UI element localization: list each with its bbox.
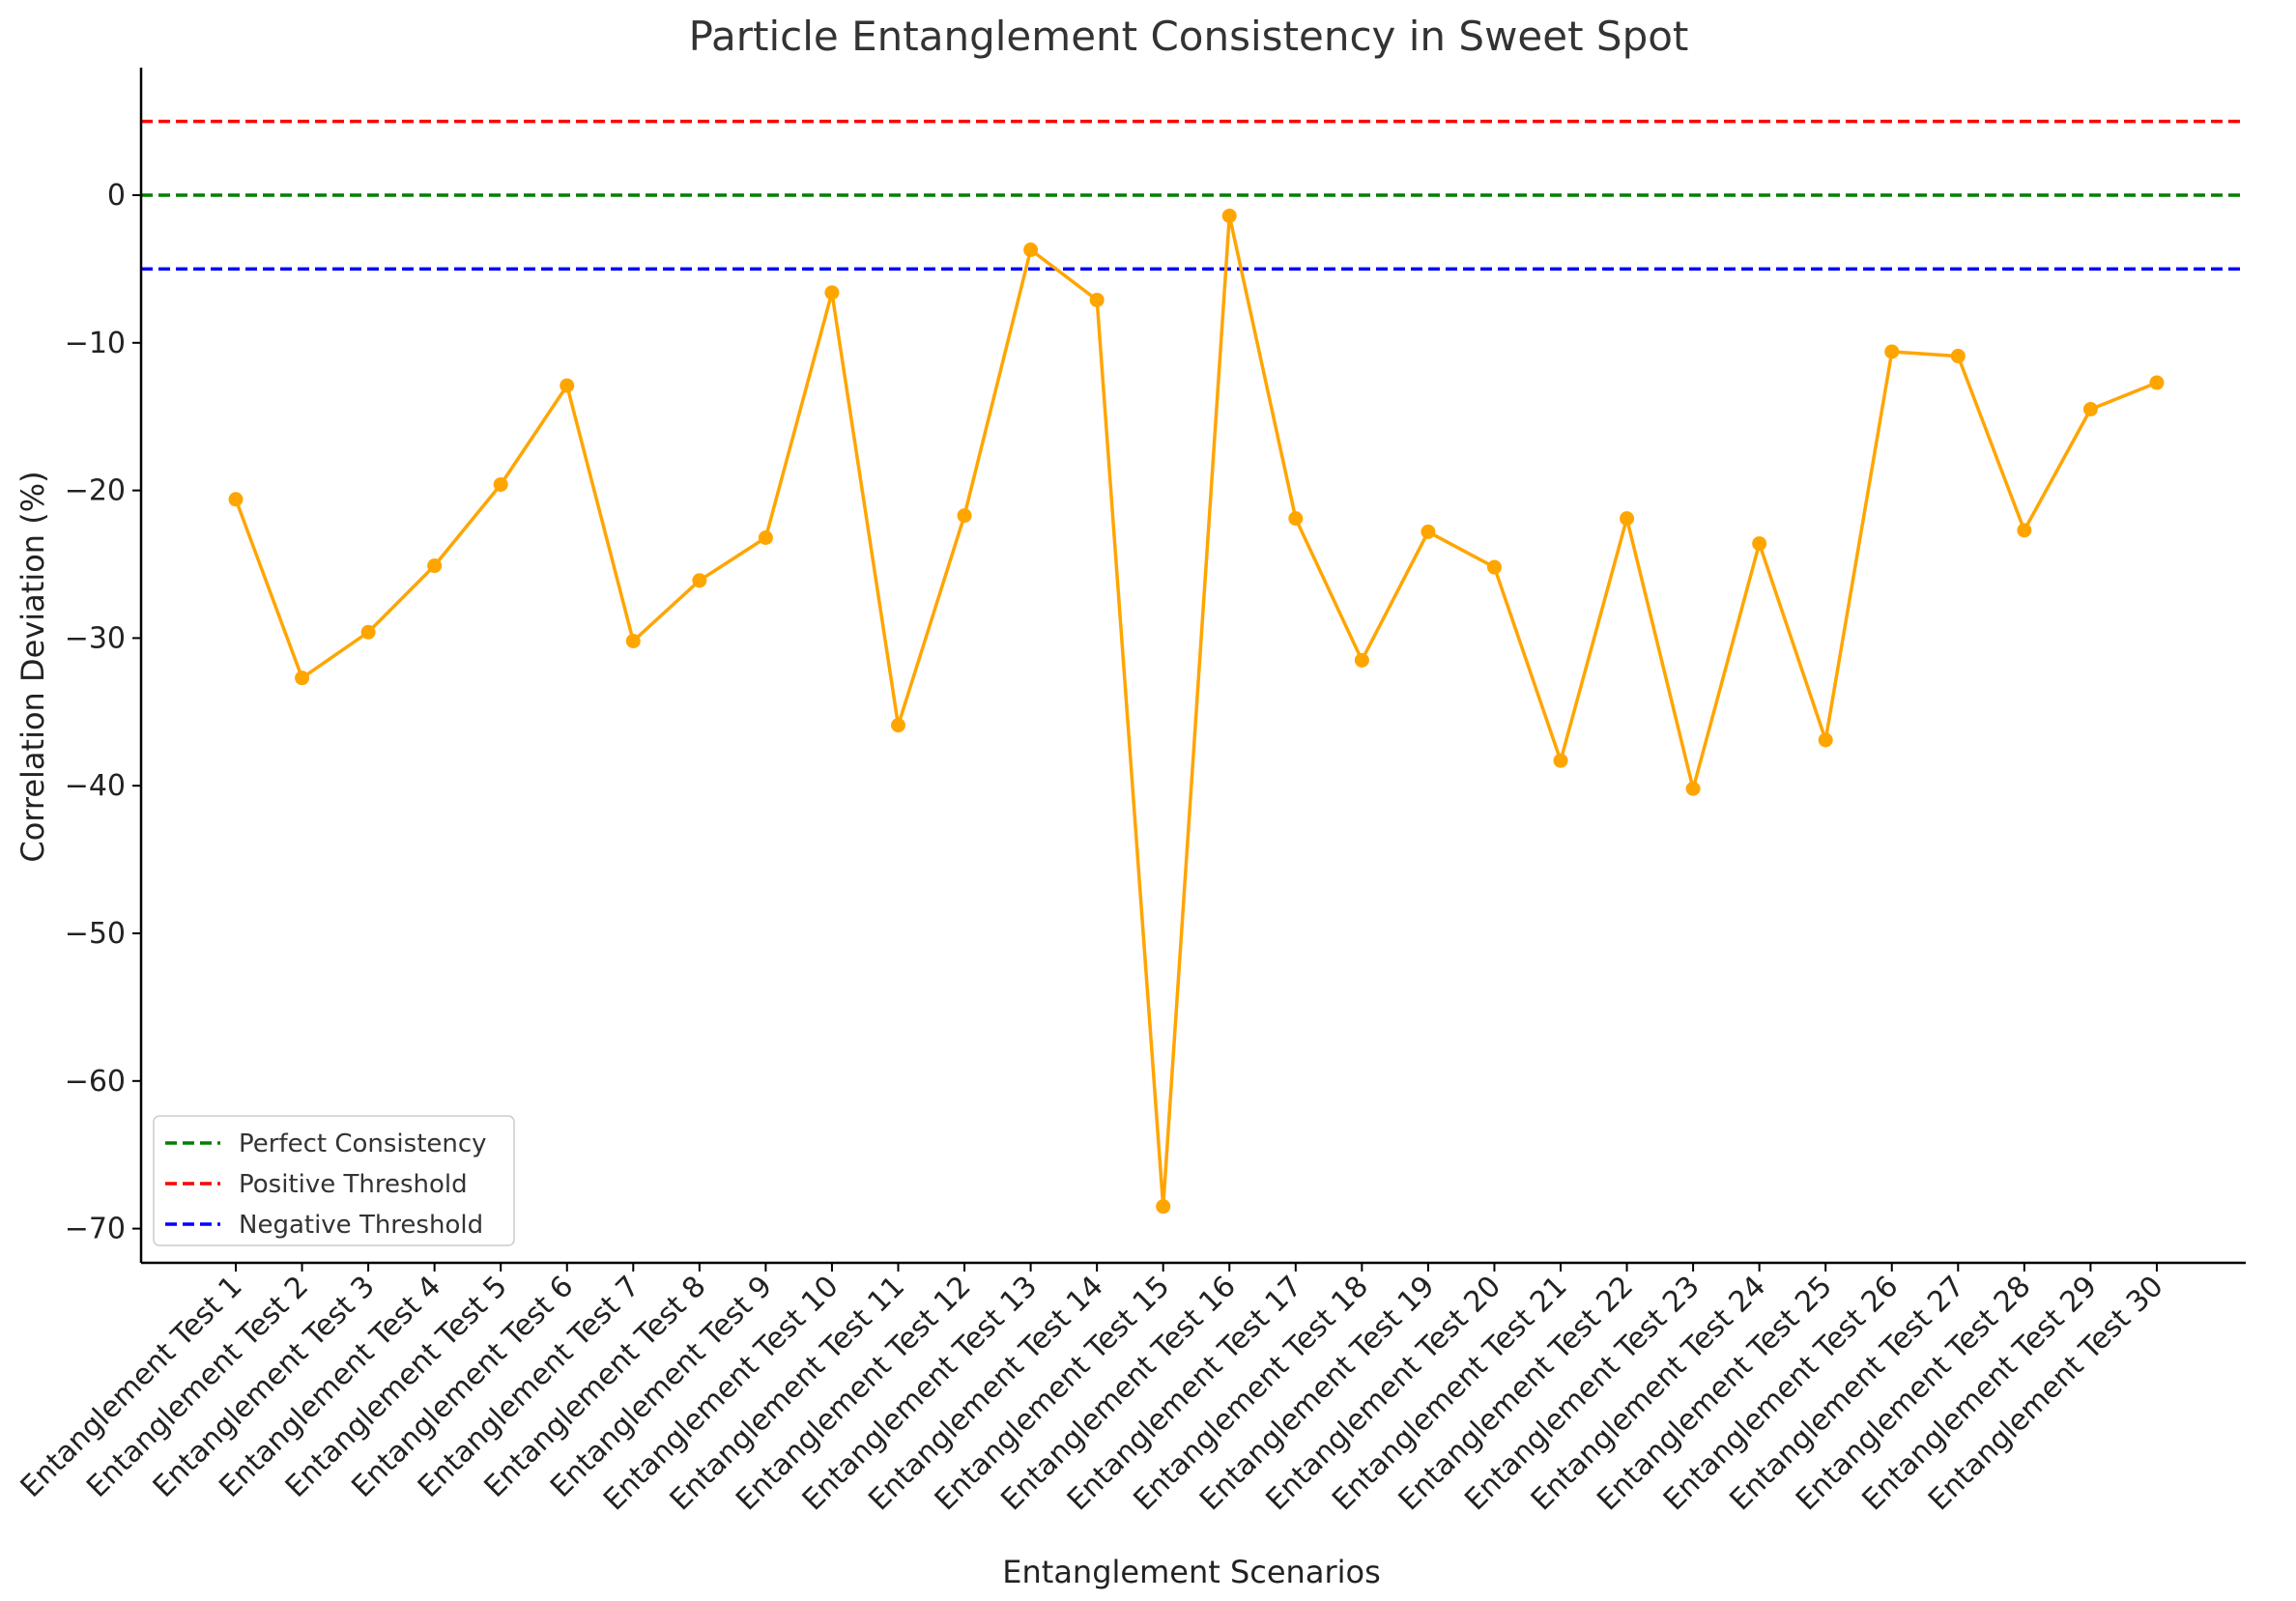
y-ticks: 0 −10 −20 −30 −40 −50 −60 −70 (65, 179, 141, 1246)
data-point (360, 624, 376, 640)
y-tick-label: −70 (65, 1213, 126, 1246)
data-point (427, 558, 443, 574)
y-tick-label: −60 (65, 1065, 126, 1099)
y-tick-label: −30 (65, 621, 126, 655)
data-point (1620, 511, 1635, 527)
chart-title: Particle Entanglement Consistency in Swe… (689, 13, 1689, 60)
data-point (560, 378, 575, 393)
data-point (1354, 652, 1369, 668)
data-point (1950, 349, 1966, 364)
y-tick-label: 0 (107, 179, 126, 213)
data-point (2149, 375, 2165, 390)
data-point (1089, 292, 1105, 307)
x-axis-label: Entanglement Scenarios (1002, 1554, 1380, 1590)
data-point (295, 671, 310, 686)
axes (139, 68, 2246, 1265)
data-series (228, 208, 2165, 1215)
data-point (1023, 243, 1039, 258)
data-point (1288, 511, 1304, 527)
data-point (1752, 536, 1767, 552)
data-point (625, 633, 641, 648)
reference-lines (141, 119, 2246, 272)
data-point (957, 508, 972, 524)
data-point (1553, 753, 1568, 768)
data-point (692, 573, 707, 588)
data-point (1818, 732, 1833, 748)
data-point (824, 285, 840, 300)
data-point (1421, 524, 1436, 539)
data-point (758, 529, 773, 545)
y-tick-label: −10 (65, 327, 126, 360)
data-point (891, 718, 905, 733)
y-tick-label: −50 (65, 917, 126, 951)
y-tick-label: −40 (65, 769, 126, 803)
data-point (228, 492, 244, 507)
y-tick-label: −20 (65, 474, 126, 508)
legend: Perfect Consistency Positive Threshold N… (153, 1115, 515, 1246)
y-axis-label: Correlation Deviation (%) (14, 471, 51, 862)
data-point (493, 476, 508, 492)
data-point (1685, 781, 1701, 796)
data-point (2017, 523, 2032, 538)
legend-label-negative-threshold: Negative Threshold (239, 1211, 483, 1240)
legend-label-positive-threshold: Positive Threshold (239, 1170, 468, 1199)
data-point (1156, 1199, 1171, 1215)
legend-box (153, 1115, 515, 1246)
data-point (2082, 402, 2098, 417)
series-line (234, 214, 2158, 1209)
data-point (1486, 559, 1502, 575)
data-point (1884, 344, 1900, 359)
data-point (1221, 208, 1237, 223)
legend-label-perfect-consistency: Perfect Consistency (239, 1129, 487, 1158)
